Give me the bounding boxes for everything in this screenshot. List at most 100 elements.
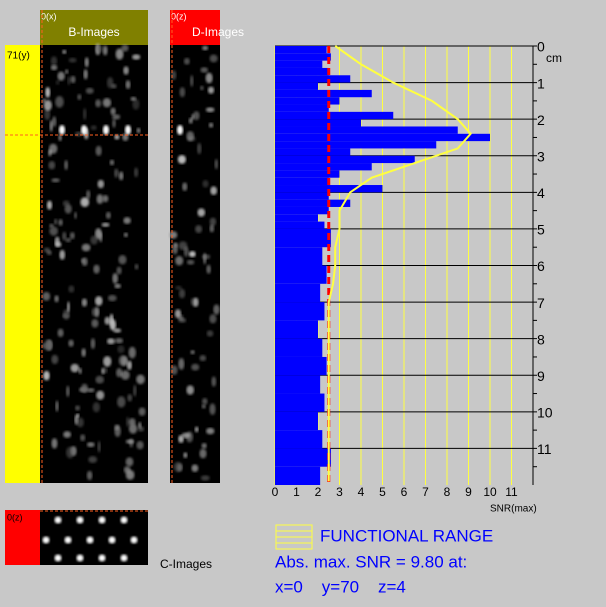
speckle	[202, 404, 206, 408]
speckle	[110, 160, 114, 166]
speckle	[97, 194, 104, 204]
snr-bar	[275, 320, 318, 338]
speckle	[51, 355, 58, 364]
x-axis-title: SNR(max)	[490, 504, 537, 515]
speckle	[114, 284, 121, 289]
speckle	[93, 402, 100, 412]
x-tick-label: 2	[315, 485, 322, 499]
speckle	[213, 304, 220, 314]
speckle	[51, 438, 57, 449]
bright-spot	[43, 537, 50, 544]
y-tick-label: 0	[537, 39, 545, 55]
speckle	[199, 355, 206, 361]
speckle	[77, 417, 84, 427]
y-label: 71(y)	[7, 51, 30, 62]
bright-spot	[99, 555, 106, 562]
speckle	[47, 200, 52, 209]
x-tick-label: 1	[293, 485, 300, 499]
speckle	[81, 258, 85, 263]
speckle	[103, 98, 112, 107]
speckle	[95, 296, 103, 306]
speckle	[202, 180, 208, 188]
speckle	[55, 96, 64, 108]
speckle	[104, 367, 108, 373]
speckle	[127, 394, 132, 402]
c-corner: 0(z)	[7, 512, 23, 522]
b-image	[40, 45, 148, 483]
speckle	[138, 422, 141, 428]
speckle	[65, 238, 71, 242]
speckle	[209, 314, 216, 323]
speckle	[97, 45, 103, 53]
speckle	[98, 180, 105, 189]
speckle	[195, 427, 199, 433]
speckle	[197, 208, 205, 217]
speckle	[139, 407, 146, 416]
snr-bar	[275, 156, 415, 163]
y-tick-label: 11	[537, 441, 552, 457]
speckle	[117, 396, 125, 407]
d-corner: 0(z)	[171, 11, 187, 21]
speckle	[103, 356, 111, 367]
speckle	[209, 123, 213, 128]
snr-bar	[275, 68, 329, 75]
snr-bar	[275, 430, 322, 448]
speckle	[74, 212, 77, 219]
speckle	[76, 414, 79, 418]
speckle	[42, 292, 50, 301]
bright-spot	[121, 555, 128, 562]
snr-bar	[275, 141, 436, 148]
speckle	[63, 200, 70, 206]
speckle	[58, 329, 64, 337]
speckle	[123, 217, 131, 224]
speckle	[95, 376, 104, 384]
speckle	[169, 231, 177, 239]
snr-bar	[275, 247, 322, 265]
speckle	[129, 347, 136, 359]
speckle	[195, 225, 202, 233]
snr-bar	[275, 394, 324, 412]
speckle	[206, 107, 215, 112]
speckle	[189, 251, 196, 257]
speckle	[135, 264, 139, 270]
b-corner: 0(x)	[41, 11, 57, 21]
bright-spot	[55, 555, 62, 562]
speckle	[110, 314, 114, 325]
bright-spot	[109, 537, 116, 544]
speckle	[210, 224, 215, 232]
status-line: x=0 y=70 z=4	[275, 577, 406, 596]
speckle	[82, 244, 91, 252]
x-tick-label: 6	[401, 485, 408, 499]
speckle	[57, 72, 64, 81]
speckle	[65, 69, 68, 74]
speckle	[197, 143, 202, 154]
speckle	[190, 75, 193, 87]
speckle	[102, 195, 108, 202]
snr-bar	[275, 284, 320, 302]
speckle	[207, 330, 214, 337]
speckle	[86, 190, 90, 199]
speckle	[79, 368, 82, 374]
speckle	[211, 376, 216, 386]
speckle	[126, 80, 131, 89]
speckle	[55, 400, 58, 411]
speckle	[178, 155, 186, 164]
speckle	[182, 433, 191, 439]
snr-bar	[275, 148, 350, 155]
speckle	[83, 108, 86, 120]
speckle	[114, 168, 118, 177]
speckle	[129, 418, 136, 426]
speckle	[200, 67, 208, 73]
speckle	[106, 212, 111, 219]
speckle	[54, 219, 57, 225]
snr-bar	[275, 467, 320, 485]
snr-bar	[275, 112, 393, 119]
speckle	[107, 338, 115, 344]
speckle	[175, 256, 183, 266]
speckle	[124, 233, 128, 238]
legend-label: FUNCTIONAL RANGE	[320, 526, 493, 545]
speckle	[210, 218, 217, 226]
speckle	[80, 434, 85, 441]
speckle	[200, 86, 204, 90]
bright-spot	[121, 517, 128, 524]
